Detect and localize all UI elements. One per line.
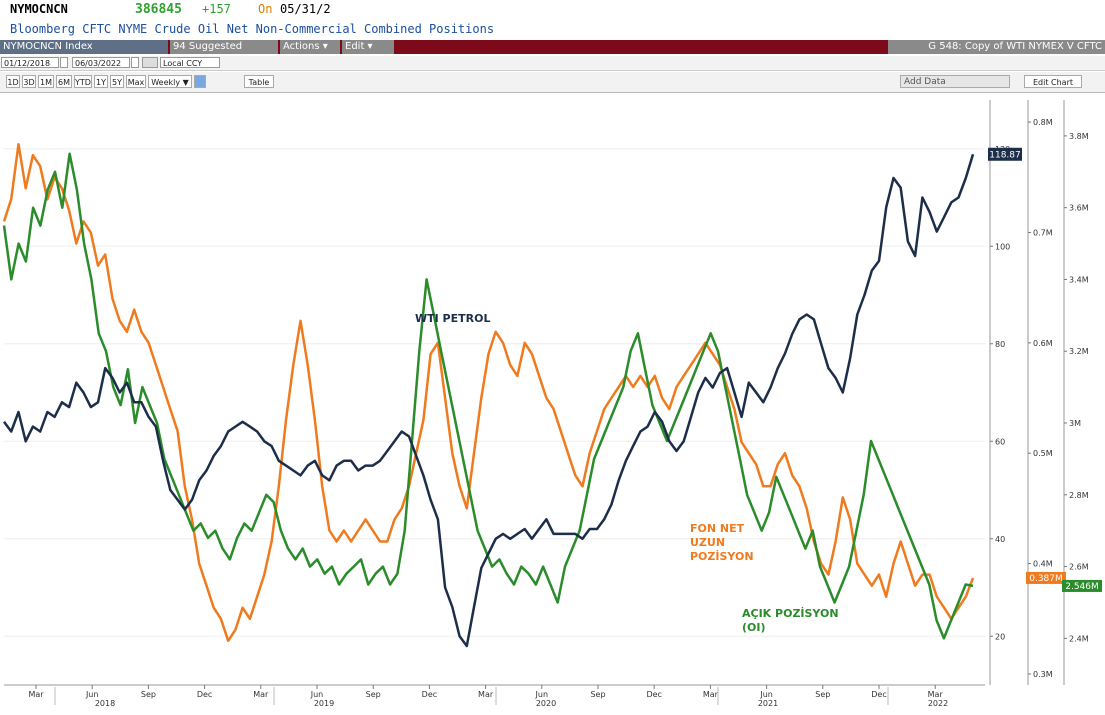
series-annotation: WTI PETROL: [415, 312, 490, 325]
start-date-input[interactable]: 01/12/2018: [1, 57, 59, 68]
frequency-select[interactable]: Weekly ▼: [148, 75, 192, 88]
y-tick-label-oi: 3.8M: [1069, 132, 1089, 141]
last-value-label-wti: 118.87: [989, 150, 1021, 160]
x-tick-label: Mar: [928, 690, 944, 699]
series-line-fon: [2, 142, 975, 643]
x-tick-label: Jun: [85, 690, 99, 699]
y-tick-label-fon: 0.6M: [1033, 339, 1053, 348]
prev-next-arrows-icon[interactable]: [142, 57, 158, 68]
series-annotation: UZUN: [690, 536, 725, 549]
x-year-label: 2020: [536, 699, 556, 708]
period-max-button[interactable]: Max: [126, 75, 146, 88]
period-ytd-button[interactable]: YTD: [74, 75, 92, 88]
x-tick-label: Jun: [759, 690, 773, 699]
x-year-label: 2019: [314, 699, 334, 708]
x-tick-label: Sep: [815, 690, 830, 699]
chart-grid: [4, 148, 985, 637]
y-tick-label-oi: 2.6M: [1069, 563, 1089, 572]
period-1m-button[interactable]: 1M: [38, 75, 54, 88]
x-tick-label: Jun: [310, 690, 324, 699]
end-date-input[interactable]: 06/03/2022: [72, 57, 130, 68]
last-value-badge-fon: [1026, 571, 1066, 584]
x-tick-label: Dec: [197, 690, 212, 699]
x-tick-label: Sep: [366, 690, 381, 699]
chart-title: G 548: Copy of WTI NYMEX V CFTC LONGS: [888, 40, 1105, 66]
suggested-charts-button[interactable]: 94 Suggested Charts: [170, 40, 278, 66]
x-tick-label: Dec: [871, 690, 886, 699]
ticker-symbol: NYMOCNCN: [10, 2, 68, 16]
last-value-label-fon: 0.387M: [1029, 574, 1063, 584]
x-tick-label: Sep: [141, 690, 156, 699]
series-annotation: POZİSYON: [690, 549, 754, 563]
y-tick-label-fon: 0.8M: [1033, 118, 1053, 127]
x-year-label: 2022: [928, 699, 948, 708]
y-tick-label-oi: 3M: [1069, 419, 1081, 428]
change-value: +157: [202, 2, 231, 16]
x-tick-label: Mar: [28, 690, 44, 699]
actions-menu[interactable]: Actions ▾: [280, 40, 340, 54]
y-tick-label-wti: 40: [995, 535, 1005, 544]
series-annotation: FON NET: [690, 522, 745, 535]
x-tick-label: Sep: [590, 690, 605, 699]
y-tick-label-oi: 3.4M: [1069, 275, 1089, 284]
toolbar: NYMOCNCN Index 94 Suggested Charts Actio…: [0, 40, 1105, 66]
x-tick-label: Jun: [535, 690, 549, 699]
edit-chart-button[interactable]: Edit Chart: [1024, 75, 1082, 88]
chart-type-icon[interactable]: [194, 75, 206, 88]
y-tick-label-oi: 2.4M: [1069, 634, 1089, 643]
series-line-oi: [2, 152, 974, 640]
period-1d-button[interactable]: 1D: [6, 75, 20, 88]
y-tick-label-fon: 0.7M: [1033, 228, 1053, 237]
x-tick-label: Mar: [703, 690, 719, 699]
x-year-label: 2018: [95, 699, 115, 708]
x-tick-label: Mar: [478, 690, 494, 699]
security-description: Bloomberg CFTC NYME Crude Oil Net Non-Co…: [10, 22, 495, 36]
chart-axes: 204060801001200.3M0.4M0.5M0.6M0.7M0.8M2.…: [4, 100, 1089, 708]
y-tick-label-fon: 0.5M: [1033, 449, 1053, 458]
table-button[interactable]: Table: [244, 75, 274, 88]
chart-series: [2, 142, 975, 648]
x-tick-label: Dec: [646, 690, 661, 699]
edit-menu[interactable]: Edit ▾: [342, 40, 394, 54]
y-tick-label-wti: 20: [995, 632, 1005, 641]
y-tick-label-oi: 3.6M: [1069, 204, 1089, 213]
x-year-label: 2021: [758, 699, 778, 708]
period-6m-button[interactable]: 6M: [56, 75, 72, 88]
y-tick-label-oi: 3.2M: [1069, 347, 1089, 356]
series-annotation: AÇIK POZİSYON: [742, 606, 839, 620]
series-line-wti: [2, 153, 975, 648]
series-annotation: (OI): [742, 621, 766, 634]
y-tick-label-wti: 60: [995, 437, 1005, 446]
period-5y-button[interactable]: 5Y: [110, 75, 124, 88]
last-value-label-oi: 2.546M: [1065, 582, 1099, 592]
end-date-picker-icon[interactable]: [131, 57, 139, 68]
y-tick-label-fon: 0.3M: [1033, 670, 1053, 679]
as-of-date: 05/31/2: [280, 2, 331, 16]
period-3d-button[interactable]: 3D: [22, 75, 36, 88]
y-tick-label-oi: 2.8M: [1069, 491, 1089, 500]
y-tick-label-wti: 80: [995, 340, 1005, 349]
last-value-badge-wti: [988, 147, 1022, 161]
ticker-bar: NYMOCNCN 386845 +157 On 05/31/2: [0, 0, 1105, 22]
last-value: 386845: [135, 2, 182, 17]
x-tick-label: Mar: [253, 690, 269, 699]
chart-area: 204060801001200.3M0.4M0.5M0.6M0.7M0.8M2.…: [2, 100, 1102, 708]
y-tick-label-wti: 100: [995, 242, 1010, 251]
start-date-picker-icon[interactable]: [60, 57, 68, 68]
period-1y-button[interactable]: 1Y: [94, 75, 108, 88]
x-tick-label: Dec: [422, 690, 437, 699]
last-value-badge-oi: [1062, 579, 1102, 592]
on-label: On: [258, 2, 273, 16]
index-field[interactable]: NYMOCNCN Index: [0, 40, 168, 54]
date-range-row: 01/12/2018 06/03/2022 Local CCY: [0, 56, 1105, 71]
add-data-input[interactable]: Add Data: [900, 75, 1010, 88]
currency-select[interactable]: Local CCY: [160, 57, 220, 68]
y-tick-label-fon: 0.4M: [1033, 560, 1053, 569]
period-toolbar: 1D 3D 1M 6M YTD 1Y 5Y Max Weekly ▼ Table…: [0, 72, 1105, 93]
